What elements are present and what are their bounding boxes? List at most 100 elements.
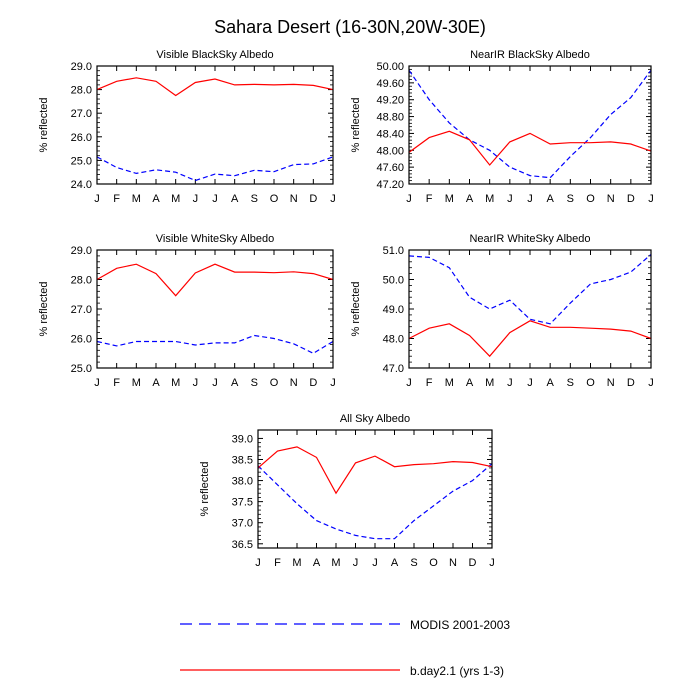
series-line-model	[96, 263, 334, 297]
x-tick-label: F	[113, 193, 120, 205]
chart-panel: All Sky Albedo % reflected 36.5 37.0 37.5 38.…	[199, 413, 495, 569]
x-tick-label: D	[627, 377, 635, 389]
x-tick-label: J	[353, 557, 359, 569]
plot-frame	[96, 65, 334, 185]
x-tick-label: J	[507, 193, 513, 205]
y-tick-label: 26.0	[71, 132, 92, 144]
y-tick-label: 36.5	[232, 539, 253, 551]
y-tick-label: 26.0	[71, 334, 92, 346]
y-tick-label: 28.0	[71, 275, 92, 287]
panel-title: NearIR BlackSky Albedo	[470, 49, 590, 61]
y-tick-label: 38.5	[232, 455, 253, 467]
x-tick-label: A	[152, 377, 160, 389]
x-tick-label: M	[171, 193, 180, 205]
x-tick-label: M	[132, 193, 141, 205]
y-tick-label: 47.0	[383, 363, 404, 375]
y-axis-label: % reflected	[38, 281, 50, 336]
chart-panels: Visible BlackSky Albedo % reflected 24.0 25…	[38, 49, 654, 569]
y-tick-label: 48.40	[376, 128, 404, 140]
y-tick-label: 37.0	[232, 518, 253, 530]
x-tick-label: O	[270, 193, 279, 205]
x-tick-label: A	[546, 193, 554, 205]
x-tick-label: J	[330, 193, 336, 205]
x-tick-label: M	[292, 557, 301, 569]
plot-frame	[257, 429, 493, 549]
y-tick-label: 29.0	[71, 61, 92, 73]
chart-panel: NearIR WhiteSky Albedo % reflected 47.0 48.…	[350, 233, 654, 389]
x-tick-label: O	[429, 557, 438, 569]
series-line-model	[257, 446, 493, 495]
panel-title: Visible WhiteSky Albedo	[156, 233, 274, 245]
series-line-modis	[96, 156, 334, 182]
series-line-modis	[96, 334, 334, 354]
x-tick-label: M	[171, 377, 180, 389]
y-tick-label: 37.5	[232, 497, 253, 509]
y-tick-label: 47.20	[376, 179, 404, 191]
chart-panel: Visible BlackSky Albedo % reflected 24.0 25…	[38, 49, 336, 205]
x-tick-label: J	[94, 193, 100, 205]
x-tick-label: S	[251, 377, 258, 389]
x-tick-label: S	[251, 193, 258, 205]
x-tick-label: S	[567, 377, 574, 389]
y-tick-label: 48.00	[376, 145, 404, 157]
x-tick-label: O	[586, 377, 595, 389]
plot-frame	[408, 249, 652, 369]
x-tick-label: J	[406, 193, 412, 205]
figure-title: Sahara Desert (16-30N,20W-30E)	[214, 17, 486, 37]
x-tick-label: M	[485, 377, 494, 389]
y-tick-label: 48.0	[383, 334, 404, 346]
x-tick-label: A	[391, 557, 399, 569]
x-tick-label: A	[152, 193, 160, 205]
y-tick-label: 25.0	[71, 155, 92, 167]
y-tick-label: 49.0	[383, 304, 404, 316]
series-line-modis	[408, 69, 652, 179]
series-line-model	[408, 130, 652, 166]
panel-title: All Sky Albedo	[340, 413, 410, 425]
x-tick-label: J	[648, 193, 654, 205]
y-tick-label: 47.60	[376, 162, 404, 174]
y-tick-label: 29.0	[71, 245, 92, 257]
x-tick-label: F	[113, 377, 120, 389]
y-tick-label: 51.0	[383, 245, 404, 257]
x-tick-label: O	[270, 377, 279, 389]
series-line-model	[96, 77, 334, 97]
x-tick-label: S	[567, 193, 574, 205]
x-tick-label: J	[193, 193, 199, 205]
legend-label-model: b.day2.1 (yrs 1-3)	[410, 664, 504, 678]
x-tick-label: M	[132, 377, 141, 389]
x-tick-label: A	[231, 193, 239, 205]
x-tick-label: J	[648, 377, 654, 389]
x-tick-label: J	[507, 377, 513, 389]
plot-frame	[96, 249, 334, 369]
x-tick-label: A	[466, 377, 474, 389]
x-tick-label: M	[445, 377, 454, 389]
x-tick-label: A	[313, 557, 321, 569]
x-tick-label: A	[546, 377, 554, 389]
x-tick-label: N	[290, 193, 298, 205]
series-line-modis	[257, 463, 493, 540]
x-tick-label: F	[274, 557, 281, 569]
x-tick-label: D	[469, 557, 477, 569]
chart-panel: Visible WhiteSky Albedo % reflected 25.0 26…	[38, 233, 336, 389]
y-tick-label: 50.0	[383, 275, 404, 287]
x-tick-label: D	[309, 193, 317, 205]
y-tick-label: 28.0	[71, 85, 92, 97]
x-tick-label: M	[331, 557, 340, 569]
y-tick-label: 27.0	[71, 304, 92, 316]
legend: MODIS 2001-2003 b.day2.1 (yrs 1-3)	[180, 618, 510, 678]
x-tick-label: N	[607, 377, 615, 389]
x-tick-label: N	[290, 377, 298, 389]
legend-label-modis: MODIS 2001-2003	[410, 618, 510, 632]
y-axis-label: % reflected	[350, 281, 362, 336]
y-tick-label: 39.0	[232, 433, 253, 445]
x-tick-label: F	[426, 193, 433, 205]
x-tick-label: F	[426, 377, 433, 389]
x-tick-label: J	[212, 193, 218, 205]
y-tick-label: 50.00	[376, 61, 404, 73]
chart-panel: NearIR BlackSky Albedo % reflected 47.20 47…	[350, 49, 654, 205]
x-tick-label: J	[193, 377, 199, 389]
x-tick-label: A	[231, 377, 239, 389]
x-tick-label: J	[330, 377, 336, 389]
x-tick-label: J	[527, 193, 533, 205]
